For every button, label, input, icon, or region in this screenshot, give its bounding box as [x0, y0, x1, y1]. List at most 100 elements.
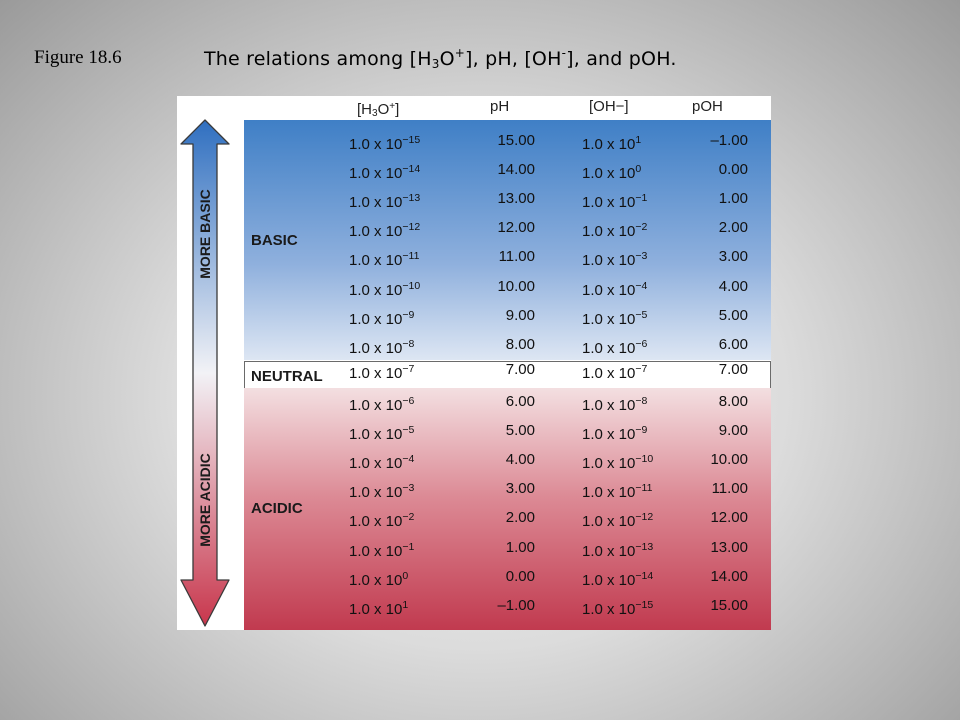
- poh-cell: –1.00: [710, 132, 748, 149]
- ph-cell: 4.00: [505, 451, 535, 469]
- header-ph: pH: [490, 98, 510, 115]
- ph-figure: MORE BASIC MORE ACIDIC [H3O+] pH [OH−] p…: [177, 96, 771, 630]
- oh-cell: 1.0 x 10−10: [582, 453, 654, 473]
- oh-cell: 1.0 x 10−2: [582, 221, 648, 241]
- table-row: 1.0 x 10−14 14.00 1.0 x 100 0.00: [177, 155, 771, 184]
- poh-cell: 11.00: [711, 480, 748, 498]
- oh-cell: 1.0 x 10−8: [582, 395, 648, 414]
- basic-panel: [244, 120, 771, 360]
- ph-cell: 0.00: [505, 567, 535, 585]
- h3o-cell: 1.0 x 10−10: [349, 279, 421, 299]
- poh-cell: 0.00: [718, 161, 748, 179]
- table-row: 1.0 x 10−12 12.00 1.0 x 10−2 2.00: [177, 213, 771, 242]
- title-sup-plus: +: [454, 46, 465, 60]
- oh-cell: 1.0 x 10−15: [582, 598, 654, 618]
- title-sub-3: 3: [431, 57, 440, 71]
- oh-cell: 1.0 x 10−12: [582, 511, 654, 531]
- oh-cell: 1.0 x 100: [582, 163, 642, 183]
- h3o-cell: 1.0 x 10−15: [349, 134, 421, 153]
- ph-cell: 11.00: [498, 248, 535, 266]
- h3o-cell: 1.0 x 10−14: [349, 163, 421, 183]
- poh-cell: 12.00: [710, 509, 748, 527]
- table-row: 1.0 x 101 –1.00 1.0 x 10−15 15.00: [177, 591, 771, 620]
- table-row: 1.0 x 10−1 1.00 1.0 x 10−13 13.00: [177, 533, 771, 562]
- ph-cell: 12.00: [497, 219, 535, 237]
- table-row: 1.0 x 10−8 8.00 1.0 x 10−6 6.00: [177, 330, 771, 359]
- acidity-arrow: MORE BASIC MORE ACIDIC: [177, 96, 239, 630]
- table-row: 1.0 x 10−15 15.00 1.0 x 101 –1.00: [177, 126, 771, 155]
- poh-cell: 1.00: [718, 190, 748, 208]
- header-poh: pOH: [692, 98, 723, 115]
- oh-cell: 1.0 x 10−4: [582, 279, 648, 299]
- ph-cell: 14.00: [497, 161, 535, 179]
- table-row: 1.0 x 10−2 2.00 1.0 x 10−12 12.00: [177, 503, 771, 532]
- h3o-cell: 1.0 x 100: [349, 569, 409, 589]
- ph-cell: 15.00: [497, 132, 535, 149]
- double-arrow-icon: [180, 119, 230, 627]
- table-row: 1.0 x 10−5 5.00 1.0 x 10−9 9.00: [177, 416, 771, 445]
- oh-cell: 1.0 x 10−9: [582, 424, 648, 444]
- slide-title: The relations among [H3O+], pH, [OH-], a…: [204, 46, 677, 71]
- category-basic: BASIC: [251, 232, 298, 249]
- poh-cell: 14.00: [710, 567, 748, 585]
- h3o-cell: 1.0 x 10−7: [349, 363, 415, 382]
- table-row: 1.0 x 10−13 13.00 1.0 x 10−1 1.00: [177, 184, 771, 213]
- category-neutral: NEUTRAL: [251, 368, 323, 385]
- h3o-cell: 1.0 x 10−12: [349, 221, 421, 241]
- h3o-cell: 1.0 x 10−6: [349, 395, 415, 414]
- poh-cell: 3.00: [718, 248, 748, 266]
- title-sup-minus: -: [561, 46, 567, 60]
- oh-cell: 1.0 x 10−3: [582, 250, 648, 270]
- poh-cell: 10.00: [710, 451, 748, 469]
- h3o-cell: 1.0 x 10−13: [349, 192, 421, 212]
- figure-label: Figure 18.6: [34, 47, 122, 68]
- h3o-cell: 1.0 x 10−2: [349, 511, 415, 531]
- ph-cell: 13.00: [497, 190, 535, 208]
- oh-cell: 1.0 x 10−1: [582, 192, 648, 212]
- h3o-cell: 1.0 x 10−9: [349, 308, 415, 328]
- table-row: 1.0 x 10−11 11.00 1.0 x 10−3 3.00: [177, 242, 771, 271]
- table-row: 1.0 x 10−6 6.00 1.0 x 10−8 8.00: [177, 387, 771, 416]
- h3o-cell: 1.0 x 10−8: [349, 337, 415, 357]
- oh-cell: 1.0 x 10−14: [582, 569, 654, 589]
- header-oh: [OH−]: [589, 98, 629, 115]
- h3o-cell: 1.0 x 10−11: [349, 250, 420, 270]
- h3o-cell: 1.0 x 10−4: [349, 453, 415, 473]
- table-row: 1.0 x 10−3 3.00 1.0 x 10−11 11.00: [177, 474, 771, 503]
- ph-cell: 8.00: [505, 335, 535, 353]
- poh-cell: 15.00: [710, 596, 748, 614]
- poh-cell: 7.00: [718, 361, 748, 378]
- poh-cell: 9.00: [718, 422, 748, 440]
- ph-cell: –1.00: [497, 596, 535, 614]
- poh-cell: 6.00: [718, 335, 748, 353]
- title-part-2: O: [439, 48, 455, 70]
- h3o-cell: 1.0 x 10−1: [349, 540, 415, 560]
- ph-cell: 10.00: [497, 277, 535, 295]
- acidic-panel: [244, 388, 771, 630]
- ph-cell: 3.00: [505, 480, 535, 498]
- category-acidic: ACIDIC: [251, 500, 303, 517]
- table-row: 1.0 x 10−10 10.00 1.0 x 10−4 4.00: [177, 272, 771, 301]
- oh-cell: 1.0 x 10−5: [582, 308, 648, 328]
- header-h3o: [H3O+]: [357, 101, 400, 119]
- h3o-cell: 1.0 x 101: [349, 598, 409, 618]
- poh-cell: 8.00: [718, 393, 748, 410]
- table-row: 1.0 x 10−9 9.00 1.0 x 10−5 5.00: [177, 301, 771, 330]
- oh-cell: 1.0 x 10−11: [582, 482, 653, 502]
- h3o-cell: 1.0 x 10−3: [349, 482, 415, 502]
- ph-cell: 2.00: [505, 509, 535, 527]
- poh-cell: 13.00: [710, 538, 748, 556]
- ph-cell: 7.00: [505, 361, 535, 378]
- table-row: 1.0 x 10−7 7.00 1.0 x 10−7 7.00: [177, 355, 771, 384]
- h3o-cell: 1.0 x 10−5: [349, 424, 415, 444]
- title-part-3: ], pH, [OH: [465, 48, 562, 70]
- ph-cell: 5.00: [505, 422, 535, 440]
- oh-cell: 1.0 x 10−13: [582, 540, 654, 560]
- ph-cell: 6.00: [505, 393, 535, 410]
- poh-cell: 5.00: [718, 306, 748, 324]
- table-row: 1.0 x 100 0.00 1.0 x 10−14 14.00: [177, 562, 771, 591]
- oh-cell: 1.0 x 10−7: [582, 363, 648, 382]
- poh-cell: 4.00: [718, 277, 748, 295]
- table-row: 1.0 x 10−4 4.00 1.0 x 10−10 10.00: [177, 445, 771, 474]
- ph-cell: 1.00: [505, 538, 535, 556]
